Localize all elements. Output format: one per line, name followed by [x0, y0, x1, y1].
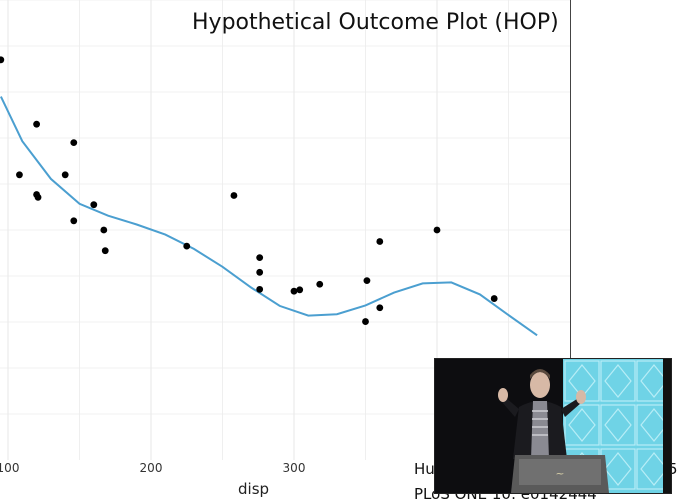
data-point [33, 120, 40, 128]
data-point [183, 242, 191, 250]
x-tick-label: 100 [0, 461, 20, 475]
data-point [0, 56, 5, 64]
data-point [376, 304, 384, 312]
data-point [70, 217, 78, 225]
data-point [256, 254, 264, 261]
data-point [256, 285, 264, 293]
scatter-plot [0, 0, 570, 460]
data-point [101, 247, 109, 255]
panel-divider [570, 0, 571, 360]
clipped-text: 5 [668, 460, 678, 478]
data-point [61, 171, 69, 179]
data-point [34, 193, 42, 201]
data-point [490, 295, 498, 302]
data-point [363, 277, 371, 284]
x-tick-label: 200 [139, 461, 163, 475]
data-point [290, 287, 298, 295]
smooth-trend-line [0, 96, 538, 337]
data-point [433, 226, 441, 234]
data-point [100, 226, 108, 234]
speaker-video-image: ~ [435, 359, 671, 493]
data-point [296, 286, 304, 294]
data-point [376, 238, 384, 245]
citation-text: Hu [414, 460, 435, 478]
x-axis-label: disp [238, 480, 270, 498]
x-tick-label: 300 [282, 461, 306, 475]
data-point [316, 280, 324, 288]
data-point [16, 171, 23, 179]
data-point [362, 318, 369, 325]
plot-title: Hypothetical Outcome Plot (HOP) [192, 10, 559, 35]
data-point [230, 192, 238, 199]
data-point [256, 268, 264, 276]
speaker-video-feed: ~ [434, 358, 672, 494]
data-point [70, 139, 78, 147]
svg-text:~: ~ [555, 467, 564, 480]
data-point [90, 201, 98, 209]
